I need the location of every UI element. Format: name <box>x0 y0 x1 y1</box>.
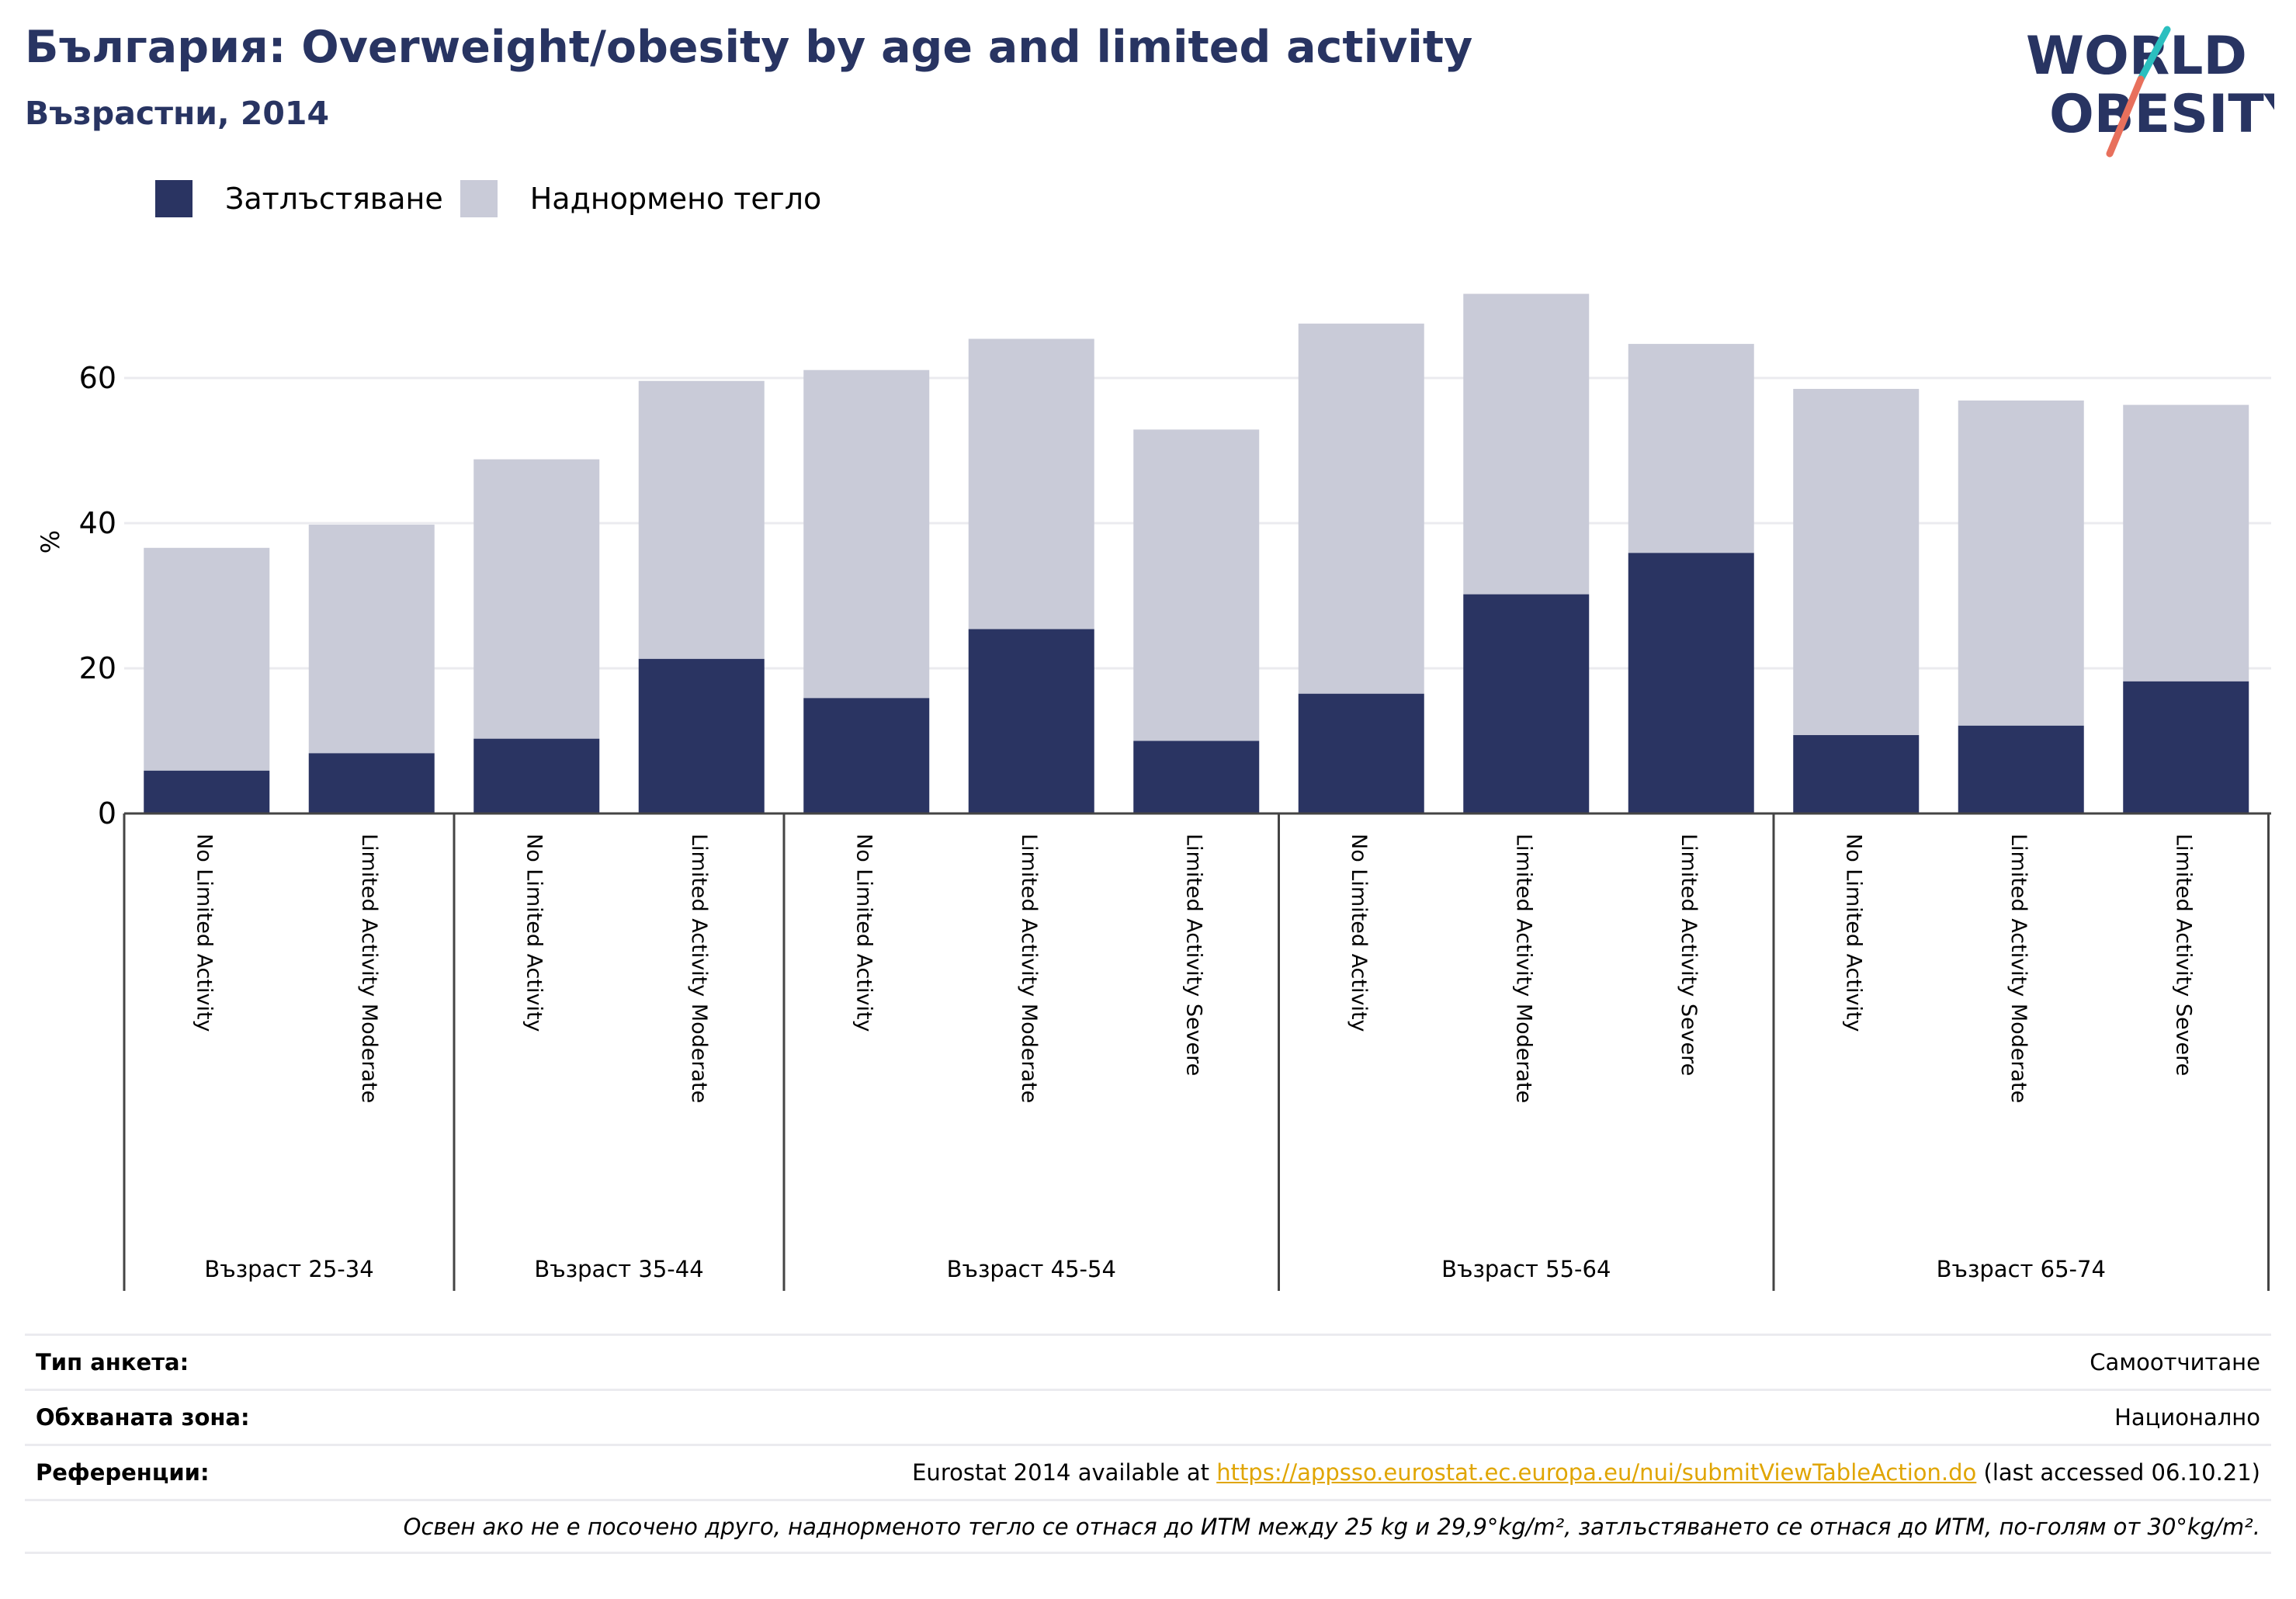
bar-obesity <box>1793 735 1920 813</box>
bar-obesity <box>638 658 765 813</box>
y-tick-label: 20 <box>79 651 116 685</box>
references-suffix: (last accessed 06.10.21) <box>1976 1459 2261 1486</box>
coverage-label: Обхваната зона: <box>36 1404 250 1431</box>
legend-label-obesity: Затлъстяване <box>225 182 443 216</box>
bar-overweight <box>1463 293 1590 595</box>
chart-title: България: Overweight/obesity by age and … <box>25 22 1473 73</box>
bar-overweight <box>803 369 930 699</box>
legend-item-obesity: Затлъстяване <box>155 180 443 217</box>
bar-overweight <box>308 524 435 754</box>
y-tick-label: 60 <box>79 361 116 395</box>
group-label: Възраст 65-74 <box>1937 1256 2106 1282</box>
x-tick-label: No Limited Activity <box>1841 834 1865 1032</box>
chart-subtitle: Възрастни, 2014 <box>25 95 329 132</box>
coverage-value: Национално <box>2114 1404 2260 1431</box>
bar-obesity <box>2123 681 2249 813</box>
x-tick-label: Limited Activity Moderate <box>1017 834 1041 1103</box>
x-tick-label: Limited Activity Severe <box>1181 834 1205 1076</box>
logo-line1: WORLD <box>2026 26 2247 87</box>
bar-obesity <box>1958 725 2084 813</box>
legend-label-overweight: Наднормено тегло <box>529 182 822 216</box>
chart-legend: Затлъстяване Наднормено тегло <box>155 179 838 219</box>
bar-obesity <box>968 629 1094 813</box>
x-tick-label: No Limited Activity <box>192 834 216 1032</box>
x-tick-label: No Limited Activity <box>851 834 876 1032</box>
bar-obesity <box>144 770 270 813</box>
legend-swatch-obesity <box>155 180 192 217</box>
legend-swatch-overweight <box>460 180 498 217</box>
bar-obesity <box>1628 553 1754 813</box>
y-tick-label: 40 <box>79 506 116 540</box>
bar-obesity <box>308 753 435 813</box>
bar-overweight <box>1133 429 1260 741</box>
x-tick-label: Limited Activity Moderate <box>1511 834 1535 1103</box>
survey-value: Самоотчитане <box>2090 1349 2260 1375</box>
x-tick-label: Limited Activity Severe <box>1677 834 1701 1076</box>
bar-obesity <box>803 698 930 813</box>
x-tick-label: Limited Activity Moderate <box>2006 834 2031 1103</box>
bar-obesity <box>1463 594 1590 813</box>
logo-slash-teal <box>2137 26 2171 83</box>
x-tick-label: Limited Activity Moderate <box>687 834 711 1103</box>
bar-overweight <box>968 338 1094 630</box>
bar-overweight <box>1958 400 2084 726</box>
bar-obesity <box>473 738 600 813</box>
bmi-note: Освен ако не е посочено друго, наднормен… <box>403 1513 2260 1540</box>
info-row-coverage: Обхваната зона: Национално <box>25 1389 2271 1444</box>
bar-overweight <box>144 547 270 771</box>
references-prefix: Eurostat 2014 available at <box>912 1459 1217 1486</box>
bar-overweight <box>2123 404 2249 682</box>
bar-overweight <box>473 459 600 739</box>
x-tick-label: No Limited Activity <box>522 834 546 1032</box>
world-obesity-logo: WORLD OBESITY <box>2026 26 2274 158</box>
x-tick-label: Limited Activity Moderate <box>357 834 381 1103</box>
group-label: Възраст 35-44 <box>534 1256 703 1282</box>
info-row-survey: Тип анкета: Самоотчитане <box>25 1334 2271 1389</box>
group-label: Възраст 45-54 <box>947 1256 1116 1282</box>
bar-overweight <box>1628 344 1754 553</box>
x-tick-label: No Limited Activity <box>1347 834 1371 1032</box>
y-axis-label: % <box>36 530 65 553</box>
logo-line2: OBESITY <box>2049 84 2274 145</box>
y-tick-label: 0 <box>98 796 116 831</box>
group-label: Възраст 25-34 <box>204 1256 373 1282</box>
references-link[interactable]: https://appsso.eurostat.ec.europa.eu/nui… <box>1216 1459 1977 1486</box>
info-row-references: Референции: Eurostat 2014 available at h… <box>25 1444 2271 1499</box>
info-table: Тип анкета: Самоотчитане Обхваната зона:… <box>25 1334 2271 1554</box>
info-row-note: Освен ако не е посочено друго, наднормен… <box>25 1499 2271 1554</box>
bar-overweight <box>638 380 765 659</box>
bar-obesity <box>1133 741 1260 813</box>
references-value: Eurostat 2014 available at https://appss… <box>912 1459 2271 1486</box>
bar-overweight <box>1298 323 1424 694</box>
bar-obesity <box>1298 693 1424 813</box>
bar-chart: 0 20 40 60% No Limited Activity Limited Activ… <box>36 293 2271 1291</box>
survey-label: Тип анкета: <box>36 1349 189 1375</box>
legend-item-overweight: Наднормено тегло <box>460 180 822 217</box>
bar-overweight <box>1793 389 1920 736</box>
group-label: Възраст 55-64 <box>1441 1256 1611 1282</box>
references-label: Референции: <box>36 1459 210 1486</box>
logo-slash-coral <box>2106 75 2145 158</box>
x-tick-label: Limited Activity Severe <box>2171 834 2195 1076</box>
